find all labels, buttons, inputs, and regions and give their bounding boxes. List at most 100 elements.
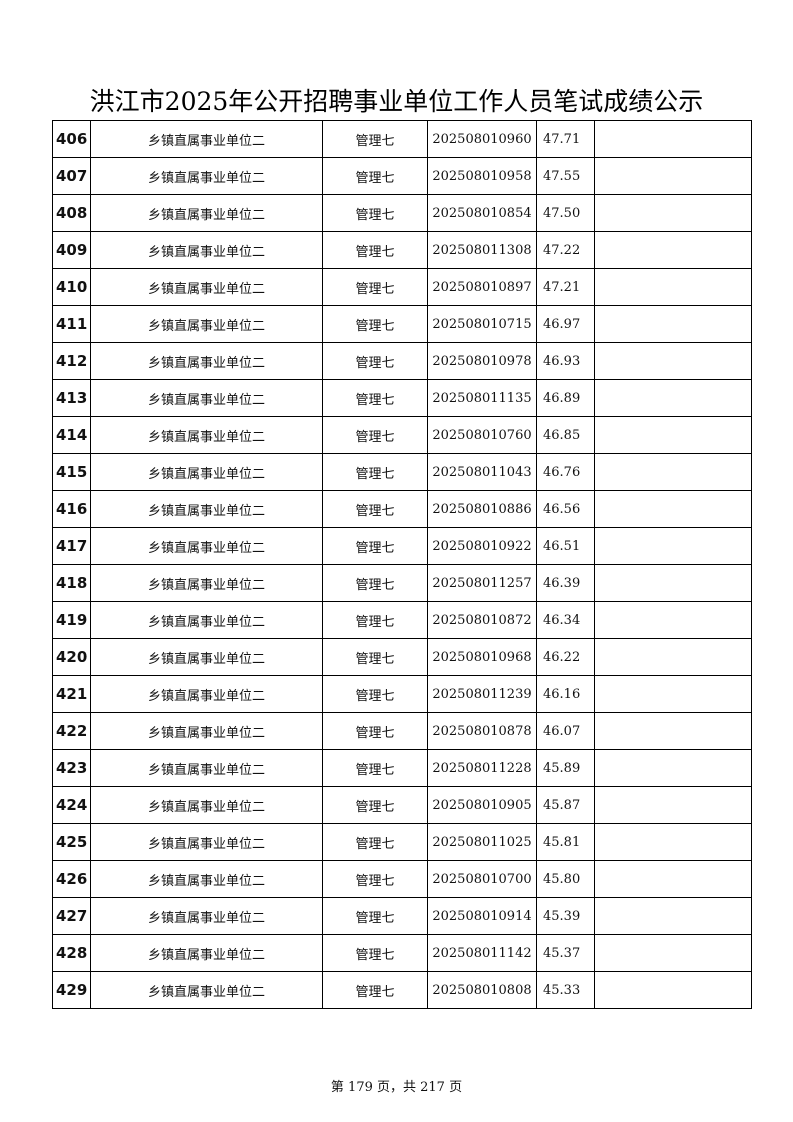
empty-cell <box>594 675 752 713</box>
table-row: 426 乡镇直属事业单位二 管理七 202508010700 45.80 <box>52 860 752 898</box>
empty-cell <box>594 231 752 269</box>
score: 45.39 <box>536 897 595 935</box>
table-row: 421 乡镇直属事业单位二 管理七 202508011239 46.16 <box>52 675 752 713</box>
table-row: 411 乡镇直属事业单位二 管理七 202508010715 46.97 <box>52 305 752 343</box>
empty-cell <box>594 379 752 417</box>
unit-name: 乡镇直属事业单位二 <box>90 675 323 713</box>
score: 47.50 <box>536 194 595 232</box>
exam-id: 202508010978 <box>427 342 537 380</box>
position: 管理七 <box>322 934 428 972</box>
table-row: 424 乡镇直属事业单位二 管理七 202508010905 45.87 <box>52 786 752 824</box>
row-number: 417 <box>52 527 91 565</box>
empty-cell <box>594 305 752 343</box>
exam-id: 202508010808 <box>427 971 537 1009</box>
empty-cell <box>594 638 752 676</box>
score: 46.51 <box>536 527 595 565</box>
unit-name: 乡镇直属事业单位二 <box>90 453 323 491</box>
unit-name: 乡镇直属事业单位二 <box>90 342 323 380</box>
position: 管理七 <box>322 305 428 343</box>
empty-cell <box>594 527 752 565</box>
empty-cell <box>594 157 752 195</box>
position: 管理七 <box>322 379 428 417</box>
row-number: 420 <box>52 638 91 676</box>
score: 46.34 <box>536 601 595 639</box>
exam-id: 202508011228 <box>427 749 537 787</box>
row-number: 412 <box>52 342 91 380</box>
unit-name: 乡镇直属事业单位二 <box>90 268 323 306</box>
position: 管理七 <box>322 638 428 676</box>
position: 管理七 <box>322 712 428 750</box>
empty-cell <box>594 971 752 1009</box>
empty-cell <box>594 416 752 454</box>
empty-cell <box>594 860 752 898</box>
row-number: 426 <box>52 860 91 898</box>
table-row: 428 乡镇直属事业单位二 管理七 202508011142 45.37 <box>52 934 752 972</box>
table-row: 419 乡镇直属事业单位二 管理七 202508010872 46.34 <box>52 601 752 639</box>
unit-name: 乡镇直属事业单位二 <box>90 231 323 269</box>
row-number: 416 <box>52 490 91 528</box>
table-row: 406 乡镇直属事业单位二 管理七 202508010960 47.71 <box>52 120 752 158</box>
page-footer: 第 179 页，共 217 页 <box>330 1080 463 1095</box>
row-number: 422 <box>52 712 91 750</box>
unit-name: 乡镇直属事业单位二 <box>90 379 323 417</box>
unit-name: 乡镇直属事业单位二 <box>90 860 323 898</box>
table-row: 416 乡镇直属事业单位二 管理七 202508010886 46.56 <box>52 490 752 528</box>
table-row: 408 乡镇直属事业单位二 管理七 202508010854 47.50 <box>52 194 752 232</box>
table-row: 423 乡镇直属事业单位二 管理七 202508011228 45.89 <box>52 749 752 787</box>
score: 46.07 <box>536 712 595 750</box>
position: 管理七 <box>322 120 428 158</box>
score: 47.22 <box>536 231 595 269</box>
row-number: 429 <box>52 971 91 1009</box>
table-row: 429 乡镇直属事业单位二 管理七 202508010808 45.33 <box>52 971 752 1009</box>
empty-cell <box>594 823 752 861</box>
exam-id: 202508010886 <box>427 490 537 528</box>
exam-id: 202508010700 <box>427 860 537 898</box>
row-number: 409 <box>52 231 91 269</box>
empty-cell <box>594 453 752 491</box>
score: 46.89 <box>536 379 595 417</box>
empty-cell <box>594 564 752 602</box>
score: 46.16 <box>536 675 595 713</box>
score: 46.85 <box>536 416 595 454</box>
exam-id: 202508010878 <box>427 712 537 750</box>
row-number: 407 <box>52 157 91 195</box>
row-number: 421 <box>52 675 91 713</box>
position: 管理七 <box>322 860 428 898</box>
position: 管理七 <box>322 268 428 306</box>
empty-cell <box>594 601 752 639</box>
unit-name: 乡镇直属事业单位二 <box>90 823 323 861</box>
score: 47.55 <box>536 157 595 195</box>
empty-cell <box>594 342 752 380</box>
score: 47.71 <box>536 120 595 158</box>
exam-id: 202508011025 <box>427 823 537 861</box>
exam-id: 202508011308 <box>427 231 537 269</box>
position: 管理七 <box>322 601 428 639</box>
empty-cell <box>594 934 752 972</box>
unit-name: 乡镇直属事业单位二 <box>90 490 323 528</box>
table-row: 409 乡镇直属事业单位二 管理七 202508011308 47.22 <box>52 231 752 269</box>
unit-name: 乡镇直属事业单位二 <box>90 157 323 195</box>
table-row: 412 乡镇直属事业单位二 管理七 202508010978 46.93 <box>52 342 752 380</box>
unit-name: 乡镇直属事业单位二 <box>90 194 323 232</box>
score: 46.22 <box>536 638 595 676</box>
exam-id: 202508011142 <box>427 934 537 972</box>
position: 管理七 <box>322 231 428 269</box>
table-row: 407 乡镇直属事业单位二 管理七 202508010958 47.55 <box>52 157 752 195</box>
exam-id: 202508011135 <box>427 379 537 417</box>
unit-name: 乡镇直属事业单位二 <box>90 638 323 676</box>
score: 47.21 <box>536 268 595 306</box>
score: 45.37 <box>536 934 595 972</box>
unit-name: 乡镇直属事业单位二 <box>90 601 323 639</box>
position: 管理七 <box>322 490 428 528</box>
exam-id: 202508010914 <box>427 897 537 935</box>
table-row: 417 乡镇直属事业单位二 管理七 202508010922 46.51 <box>52 527 752 565</box>
table-row: 414 乡镇直属事业单位二 管理七 202508010760 46.85 <box>52 416 752 454</box>
row-number: 411 <box>52 305 91 343</box>
score: 45.33 <box>536 971 595 1009</box>
table-row: 427 乡镇直属事业单位二 管理七 202508010914 45.39 <box>52 897 752 935</box>
position: 管理七 <box>322 564 428 602</box>
table-row: 415 乡镇直属事业单位二 管理七 202508011043 46.76 <box>52 453 752 491</box>
exam-id: 202508010958 <box>427 157 537 195</box>
exam-id: 202508011257 <box>427 564 537 602</box>
exam-id: 202508010905 <box>427 786 537 824</box>
